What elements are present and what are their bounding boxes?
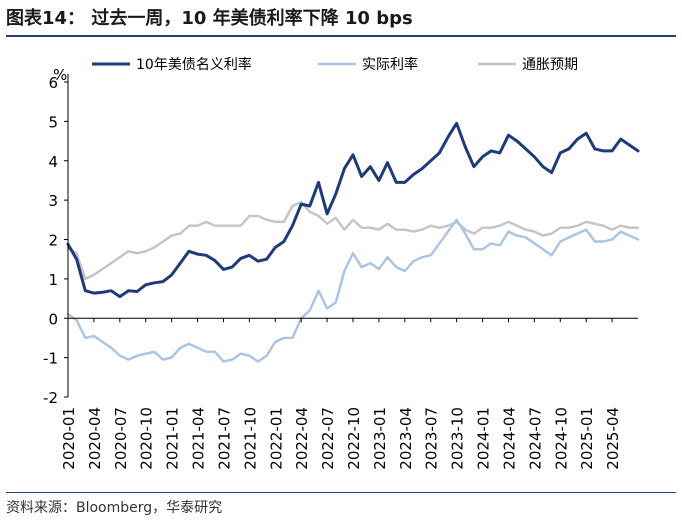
y-tick-label: -1: [43, 350, 58, 368]
x-tick-label: 2022-04: [293, 407, 311, 470]
legend: 10年美债名义利率 实际利率 通胀预期: [92, 56, 578, 73]
y-axis-ticks: 6 5 4 3 2 1 0 -1 -2: [43, 74, 68, 407]
source-rule: [6, 492, 676, 493]
y-tick-label: 1: [48, 271, 58, 289]
series-line-1: [66, 121, 640, 299]
figure-title: 图表14： 过去一周，10 年美债利率下降 10 bps: [6, 8, 413, 29]
x-axis-ticks: 2020-01 2020-04 2020-07 2020-10 2021-01 2021-…: [60, 318, 622, 470]
x-tick-label: 2024-01: [475, 407, 493, 470]
legend-label: 通胀预期: [522, 57, 578, 73]
x-tick-label: 2025-04: [604, 407, 622, 470]
y-tick-label: 4: [48, 153, 58, 171]
legend-label: 10年美债名义利率: [136, 56, 252, 73]
y-tick-label: 3: [48, 192, 58, 210]
x-tick-label: 2023-01: [371, 407, 389, 470]
series-line-2: [66, 218, 640, 363]
x-tick-label: 2022-07: [319, 407, 337, 470]
y-axis-unit: %: [53, 66, 67, 84]
x-tick-label: 2020-07: [112, 407, 130, 470]
y-tick-label: -2: [43, 389, 58, 407]
series-line-3: [66, 200, 640, 281]
plot-series: [66, 121, 640, 363]
x-tick-label: 2020-01: [60, 407, 78, 470]
legend-label: 实际利率: [362, 56, 418, 73]
x-tick-label: 2024-07: [526, 407, 544, 470]
x-tick-label: 2024-04: [500, 407, 518, 470]
x-tick-label: 2024-10: [552, 407, 570, 470]
x-tick-label: 2025-01: [578, 407, 596, 470]
y-tick-label: 6: [48, 74, 58, 92]
x-tick-label: 2021-07: [215, 407, 233, 470]
axes: [67, 74, 638, 397]
x-tick-label: 2021-10: [241, 407, 259, 470]
x-tick-label: 2021-01: [164, 407, 182, 470]
title-rule: [6, 35, 676, 37]
x-tick-label: 2023-04: [397, 407, 415, 470]
x-tick-label: 2022-10: [345, 407, 363, 470]
x-tick-label: 2020-10: [138, 407, 156, 470]
x-tick-label: 2022-01: [267, 407, 285, 470]
x-tick-label: 2023-07: [423, 407, 441, 470]
x-tick-label: 2020-04: [86, 407, 104, 470]
y-tick-label: 0: [48, 310, 58, 328]
x-tick-label: 2021-04: [190, 407, 208, 470]
y-tick-label: 5: [48, 113, 58, 131]
source-note: 资料来源：Bloomberg，华泰研究: [6, 500, 223, 516]
x-tick-label: 2023-10: [449, 407, 467, 470]
y-tick-label: 2: [48, 232, 58, 250]
